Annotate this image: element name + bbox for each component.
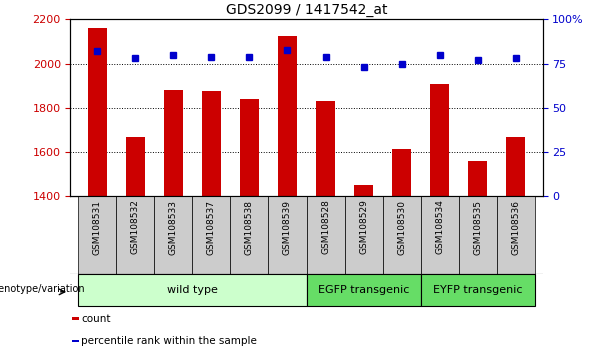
- Text: GSM108528: GSM108528: [321, 200, 330, 255]
- Text: GSM108531: GSM108531: [93, 200, 102, 255]
- Text: GSM108533: GSM108533: [169, 200, 178, 255]
- Text: GSM108534: GSM108534: [435, 200, 444, 255]
- Bar: [154, 196, 192, 274]
- Text: GSM108535: GSM108535: [473, 200, 482, 255]
- Bar: [126, 137, 145, 354]
- Text: GSM108536: GSM108536: [511, 200, 520, 255]
- Text: GSM108538: GSM108538: [245, 200, 254, 255]
- Text: percentile rank within the sample: percentile rank within the sample: [82, 336, 257, 346]
- Bar: [468, 161, 487, 354]
- Bar: [72, 317, 79, 320]
- Text: EGFP transgenic: EGFP transgenic: [318, 285, 409, 295]
- Bar: [72, 340, 79, 342]
- Bar: [459, 196, 497, 274]
- Bar: [88, 28, 107, 354]
- Bar: [345, 196, 383, 274]
- Bar: [316, 101, 335, 354]
- Bar: [240, 99, 259, 354]
- Bar: [192, 196, 230, 274]
- Bar: [421, 196, 459, 274]
- Bar: [278, 36, 297, 354]
- Text: EYFP transgenic: EYFP transgenic: [433, 285, 522, 295]
- Text: count: count: [82, 314, 111, 324]
- Text: genotype/variation: genotype/variation: [0, 284, 85, 294]
- Text: GSM108539: GSM108539: [283, 200, 292, 255]
- Bar: [421, 274, 535, 306]
- Text: wild type: wild type: [167, 285, 218, 295]
- Bar: [506, 137, 525, 354]
- Bar: [392, 149, 411, 354]
- Bar: [78, 274, 306, 306]
- Text: GSM108530: GSM108530: [397, 200, 406, 255]
- Bar: [497, 196, 535, 274]
- Bar: [268, 196, 306, 274]
- Bar: [78, 196, 116, 274]
- Text: GSM108537: GSM108537: [207, 200, 216, 255]
- Bar: [354, 185, 373, 354]
- Bar: [116, 196, 154, 274]
- Text: GSM108529: GSM108529: [359, 200, 368, 255]
- Title: GDS2099 / 1417542_at: GDS2099 / 1417542_at: [226, 3, 387, 17]
- Bar: [306, 196, 345, 274]
- Text: GSM108532: GSM108532: [131, 200, 140, 255]
- Bar: [306, 274, 421, 306]
- Bar: [430, 84, 449, 354]
- Bar: [202, 91, 221, 354]
- Bar: [383, 196, 421, 274]
- Bar: [230, 196, 268, 274]
- Bar: [164, 90, 183, 354]
